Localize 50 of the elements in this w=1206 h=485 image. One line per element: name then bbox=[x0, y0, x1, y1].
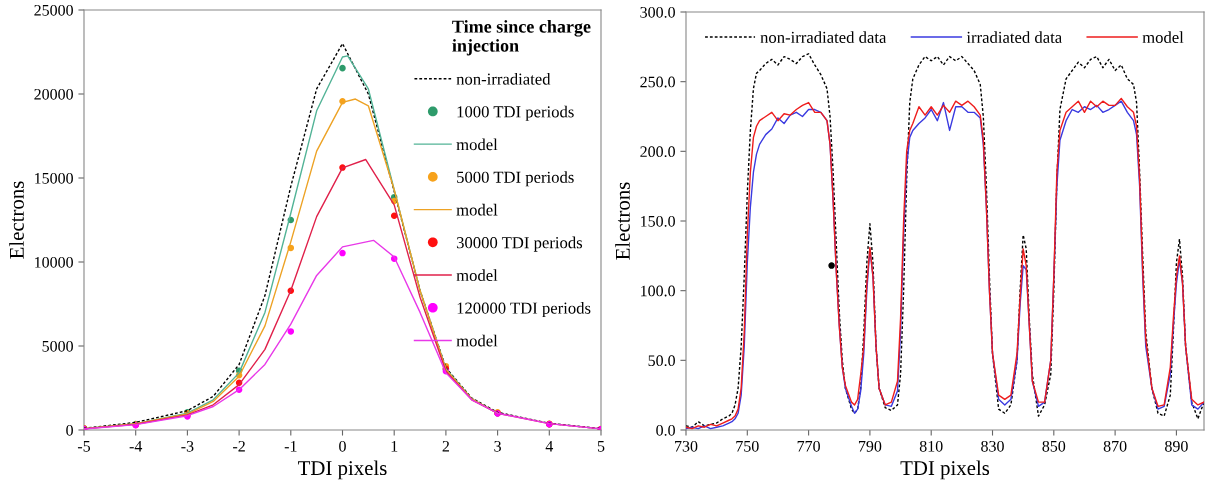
y-tick-label: 5000 bbox=[42, 340, 73, 352]
x-axis-title: TDI pixels bbox=[900, 460, 990, 480]
x-tick-label: 770 bbox=[797, 440, 820, 452]
x-tick-label: 5 bbox=[597, 441, 605, 452]
x-tick-label: -3 bbox=[181, 440, 194, 452]
y-axis-title: Electrons bbox=[9, 181, 24, 259]
legend-title: Time since charge injection bbox=[452, 20, 591, 56]
x-tick-label: 810 bbox=[919, 440, 943, 452]
x-tick-label: 1 bbox=[391, 440, 398, 452]
x-tick-label: 3 bbox=[494, 440, 501, 452]
x-tick-label: -2 bbox=[233, 440, 245, 452]
legend-label: model bbox=[456, 334, 498, 347]
y-tick-label: 15000 bbox=[35, 172, 73, 184]
legend-label: 1000 TDI periods bbox=[457, 105, 574, 121]
y-tick-label: 300.0 bbox=[640, 6, 675, 18]
x-tick-label: 0 bbox=[339, 440, 346, 452]
y-tick-label: 200.0 bbox=[640, 146, 675, 158]
legend-label: model bbox=[456, 138, 498, 151]
x-tick-label: 830 bbox=[981, 440, 1004, 452]
legend-label: 30000 TDI periods bbox=[456, 236, 583, 252]
y-tick-label: 100.0 bbox=[641, 285, 675, 297]
x-tick-label: 4 bbox=[545, 440, 554, 452]
legend-label: non-irradiated data bbox=[760, 31, 887, 44]
y-tick-label: 10000 bbox=[35, 256, 73, 268]
y-axis-title: Electrons bbox=[615, 182, 630, 260]
y-tick-label: 150.0 bbox=[641, 215, 675, 227]
x-tick-label: 730 bbox=[675, 440, 698, 452]
x-axis-title: TDI pixels bbox=[298, 460, 387, 480]
x-tick-label: -1 bbox=[284, 440, 297, 452]
legend-label: non-irradiated bbox=[456, 73, 551, 85]
x-tick-label: 870 bbox=[1103, 440, 1127, 452]
x-tick-label: 890 bbox=[1165, 440, 1188, 452]
y-tick-label: 0.0 bbox=[656, 424, 675, 436]
legend-label: 120000 TDI periods bbox=[457, 302, 591, 318]
legend-label: irradiated data bbox=[966, 31, 1062, 44]
x-tick-label: 850 bbox=[1042, 440, 1066, 452]
legend-label: 5000 TDI periods bbox=[457, 171, 574, 187]
x-tick-label: -4 bbox=[129, 440, 143, 452]
legend-label: model bbox=[456, 203, 498, 216]
x-tick-label: 2 bbox=[442, 440, 450, 452]
x-tick-label: -5 bbox=[77, 441, 91, 452]
x-tick-label: 750 bbox=[736, 440, 759, 452]
y-tick-label: 50.0 bbox=[648, 355, 675, 367]
legend-label: model bbox=[1142, 31, 1184, 44]
x-tick-label: 790 bbox=[858, 440, 882, 452]
y-tick-label: 20000 bbox=[34, 88, 73, 100]
y-tick-label: 0 bbox=[66, 424, 73, 436]
y-tick-label: 25000 bbox=[34, 4, 73, 16]
y-tick-label: 250.0 bbox=[640, 76, 675, 88]
legend-label: model bbox=[456, 269, 498, 282]
